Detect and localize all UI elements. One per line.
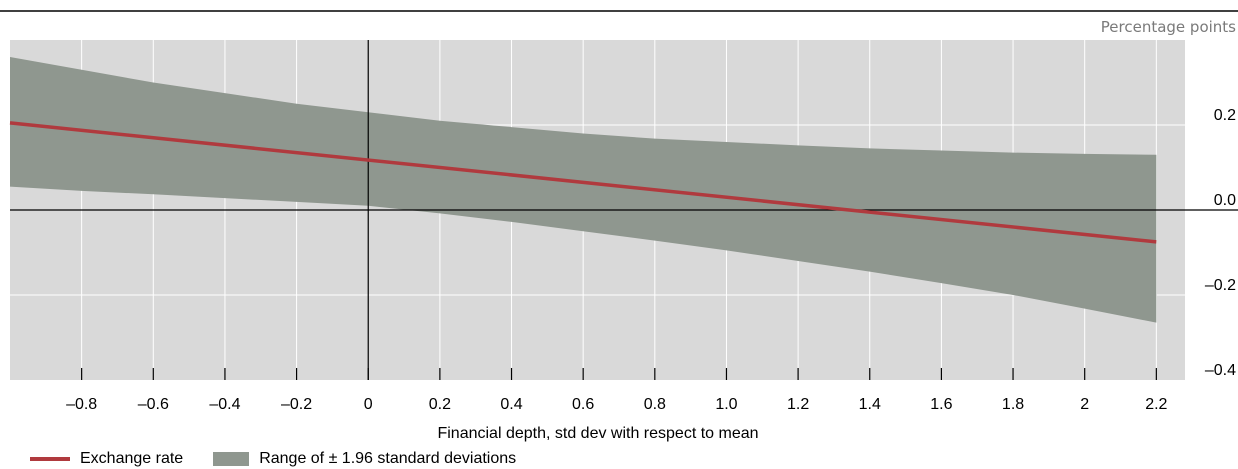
series-band-range bbox=[10, 57, 1157, 323]
x-tick-label: 0.2 bbox=[429, 396, 451, 413]
legend: Exchange rate Range of ± 1.96 standard d… bbox=[30, 449, 546, 469]
x-tick-label: 0.8 bbox=[644, 396, 666, 413]
x-tick-label: 2.2 bbox=[1145, 396, 1167, 413]
y-tick-label: 0.2 bbox=[1214, 107, 1236, 124]
x-tick-label: 2 bbox=[1080, 396, 1089, 413]
x-tick-label: 0 bbox=[364, 396, 373, 413]
chart: Percentage points –0.8 –0.6 –0.4 –0.2 0 0.2 0.… bbox=[0, 10, 1238, 442]
y-tick-label: –0.4 bbox=[1205, 362, 1236, 379]
y-tick-label: –0.2 bbox=[1205, 277, 1236, 294]
x-tick-label: –0.8 bbox=[66, 396, 97, 413]
x-tick-label: –0.4 bbox=[209, 396, 240, 413]
legend-item-range: Range of ± 1.96 standard deviations bbox=[213, 450, 516, 468]
legend-label-range: Range of ± 1.96 standard deviations bbox=[259, 450, 517, 467]
series-line-exchange-rate bbox=[9, 121, 1157, 244]
x-tick-label: 1.6 bbox=[930, 396, 952, 413]
legend-item-exchange-rate: Exchange rate bbox=[30, 450, 183, 468]
plot-area: –0.8 –0.6 –0.4 –0.2 0 0.2 0.4 0.6 0.8 1.0 1.2 1.4 1.… bbox=[9, 40, 1238, 413]
x-tick-label: 1.8 bbox=[1002, 396, 1024, 413]
legend-label-exchange-rate: Exchange rate bbox=[80, 450, 184, 467]
unit-label: Percentage points bbox=[1101, 18, 1236, 36]
legend-swatch-line bbox=[30, 457, 70, 461]
x-tick-label: 0.4 bbox=[500, 396, 522, 413]
x-tick-label: –0.6 bbox=[138, 396, 169, 413]
x-tick-label: 0.6 bbox=[572, 396, 594, 413]
y-tick-label: 0.0 bbox=[1214, 192, 1236, 209]
x-tick-label: 1.0 bbox=[715, 396, 737, 413]
legend-swatch-band bbox=[213, 452, 250, 466]
x-tick-label: 1.4 bbox=[859, 396, 881, 413]
x-axis-title: Financial depth, std dev with respect to… bbox=[437, 425, 758, 442]
x-tick-label: –0.2 bbox=[281, 396, 312, 413]
x-tick-label: 1.2 bbox=[787, 396, 809, 413]
